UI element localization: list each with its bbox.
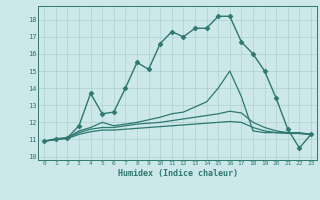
X-axis label: Humidex (Indice chaleur): Humidex (Indice chaleur): [118, 169, 238, 178]
